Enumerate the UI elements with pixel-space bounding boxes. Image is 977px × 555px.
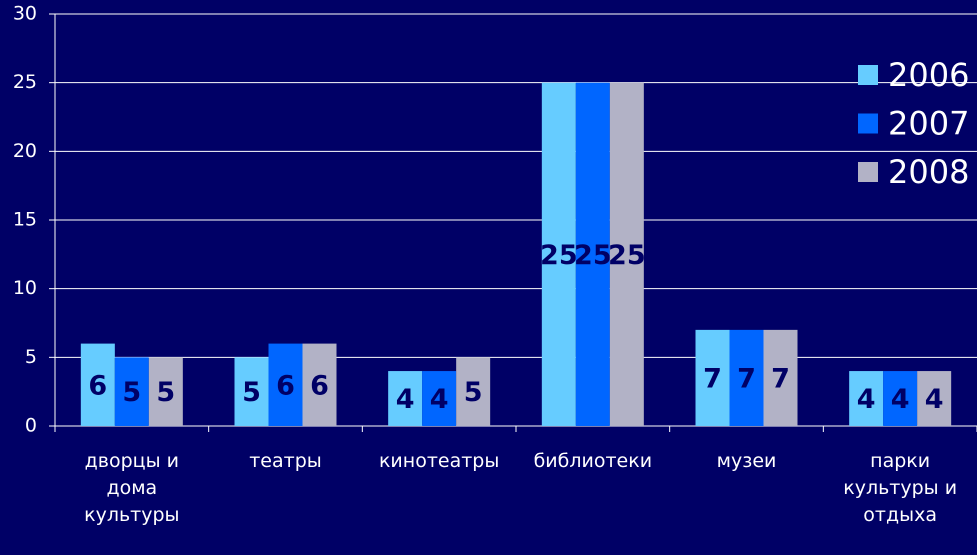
bar — [302, 343, 337, 426]
legend-label: 2008 — [888, 153, 969, 191]
bar — [541, 82, 576, 427]
data-label: 5 — [464, 377, 483, 408]
y-tick-label: 20 — [13, 140, 37, 162]
y-tick-label: 5 — [25, 346, 37, 368]
x-tick-label: театры — [249, 450, 322, 472]
bar — [883, 371, 918, 426]
x-tick-label: кинотеатры — [378, 450, 500, 472]
y-tick-label: 30 — [13, 3, 37, 25]
bar — [422, 371, 457, 426]
legend-swatch — [858, 162, 878, 182]
data-label: 6 — [310, 370, 329, 401]
y-tick-label: 0 — [25, 415, 37, 437]
bar — [609, 82, 644, 427]
x-tick-label: музеи — [716, 450, 777, 472]
bar — [849, 371, 884, 426]
data-label: 7 — [737, 363, 756, 394]
y-tick-label: 10 — [13, 277, 37, 299]
x-tick-label: библиотеки — [533, 450, 653, 472]
legend-swatch — [858, 113, 878, 134]
data-label: 7 — [771, 363, 790, 394]
data-label: 25 — [574, 240, 612, 271]
data-label: 7 — [703, 363, 722, 394]
bar — [80, 343, 115, 426]
bar — [575, 82, 610, 427]
bar — [148, 357, 183, 426]
bar — [234, 357, 269, 426]
bar — [729, 329, 764, 426]
data-label: 4 — [396, 384, 415, 415]
x-tick-label: парки культуры и отдыха — [843, 450, 958, 526]
data-label: 4 — [891, 384, 910, 415]
bar — [388, 371, 423, 426]
y-tick-label: 25 — [13, 71, 37, 93]
bar — [268, 343, 303, 426]
bar — [695, 329, 730, 426]
data-label: 5 — [242, 377, 261, 408]
x-tick-label: дворцы и дома культуры — [84, 450, 180, 526]
y-tick-label: 15 — [13, 209, 37, 231]
data-label: 25 — [608, 240, 646, 271]
legend-swatch — [858, 65, 878, 85]
data-label: 4 — [430, 384, 449, 415]
data-label: 5 — [156, 377, 175, 408]
legend-label: 2007 — [888, 105, 969, 143]
data-label: 4 — [925, 384, 944, 415]
bar — [114, 357, 149, 426]
bar — [763, 329, 798, 426]
data-label: 5 — [122, 377, 141, 408]
data-label: 25 — [540, 240, 578, 271]
bar — [917, 371, 952, 426]
data-label: 4 — [857, 384, 876, 415]
data-label: 6 — [88, 370, 107, 401]
legend-label: 2006 — [888, 56, 969, 94]
bar — [456, 357, 491, 426]
data-label: 6 — [276, 370, 295, 401]
